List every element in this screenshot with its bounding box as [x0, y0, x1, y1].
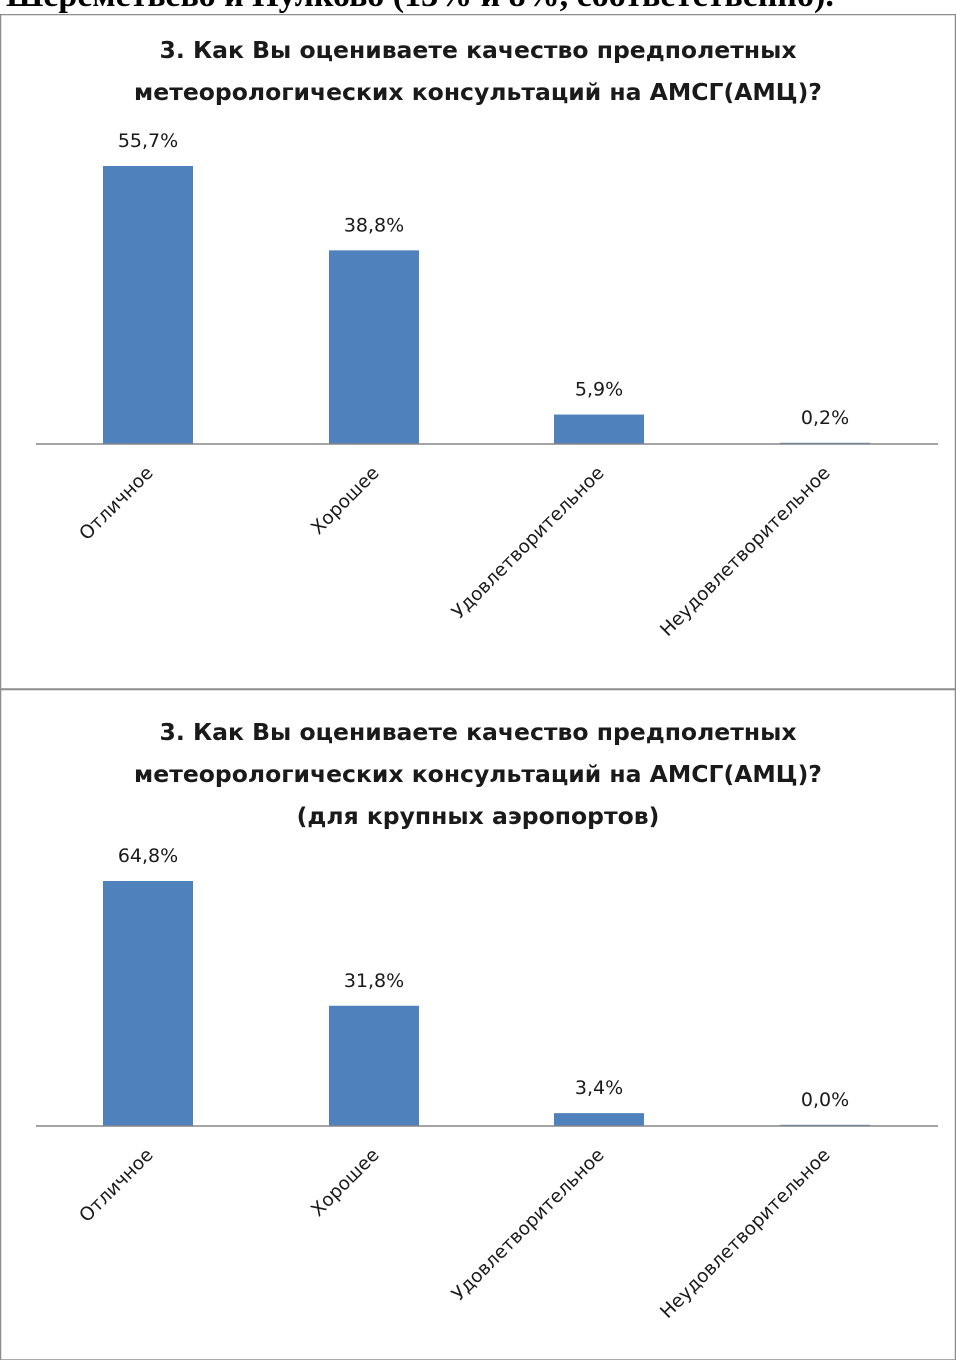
chart-panel-large-airports: 3. Как Вы оцениваете качество предполетн…	[0, 689, 956, 1360]
chart-title-line: метеорологических консультаций на АМСГ(А…	[134, 760, 822, 788]
data-label-khoroshee: 31,8%	[344, 970, 404, 992]
data-label-khoroshee: 38,8%	[344, 214, 404, 236]
bar-udovletvoritelnoe	[554, 414, 644, 444]
data-label-neudovletvoritelnoe: 0,0%	[801, 1089, 849, 1111]
data-label-udovletvoritelnoe: 5,9%	[575, 379, 623, 401]
tick-label-khoroshee: Хорошее	[307, 1145, 383, 1221]
bar-khoroshee	[329, 1005, 419, 1126]
tick-label-otlichnoe: Отличное	[76, 463, 158, 545]
tick-label-udovletvoritelnoe: Удовлетворительное	[448, 1145, 608, 1305]
data-label-otlichnoe: 55,7%	[118, 130, 178, 152]
chart-title-line: 3. Как Вы оцениваете качество предполетн…	[159, 718, 796, 746]
tick-label-udovletvoritelnoe: Удовлетворительное	[448, 463, 608, 623]
data-label-otlichnoe: 64,8%	[118, 845, 178, 867]
bar-udovletvoritelnoe	[554, 1113, 644, 1126]
chart-panel-overall: 3. Как Вы оцениваете качество предполетн…	[0, 14, 956, 689]
chart-title-line: 3. Как Вы оцениваете качество предполетн…	[159, 36, 796, 64]
bar-khoroshee	[329, 250, 419, 444]
chart-svg-large-airports: 3. Как Вы оцениваете качество предполетн…	[0, 689, 956, 1360]
chart-svg-overall: 3. Как Вы оцениваете качество предполетн…	[0, 14, 956, 689]
data-label-neudovletvoritelnoe: 0,2%	[801, 407, 849, 429]
data-label-udovletvoritelnoe: 3,4%	[575, 1077, 623, 1099]
chart-title-line: метеорологических консультаций на АМСГ(А…	[134, 78, 822, 106]
tick-label-khoroshee: Хорошее	[307, 463, 383, 539]
bar-otlichnoe	[103, 166, 193, 444]
document-heading-strip: Шереметьево и Пулково (13% и 8%, соответ…	[0, 0, 956, 14]
tick-label-neudovletvoritelnoe: Неудовлетворительное	[656, 463, 834, 641]
tick-label-otlichnoe: Отличное	[76, 1145, 158, 1227]
tick-label-neudovletvoritelnoe: Неудовлетворительное	[656, 1145, 834, 1323]
bar-otlichnoe	[103, 881, 193, 1126]
chart-title-line: (для крупных аэропортов)	[297, 802, 660, 830]
document-heading: Шереметьево и Пулково (13% и 8%, соответ…	[6, 0, 834, 14]
